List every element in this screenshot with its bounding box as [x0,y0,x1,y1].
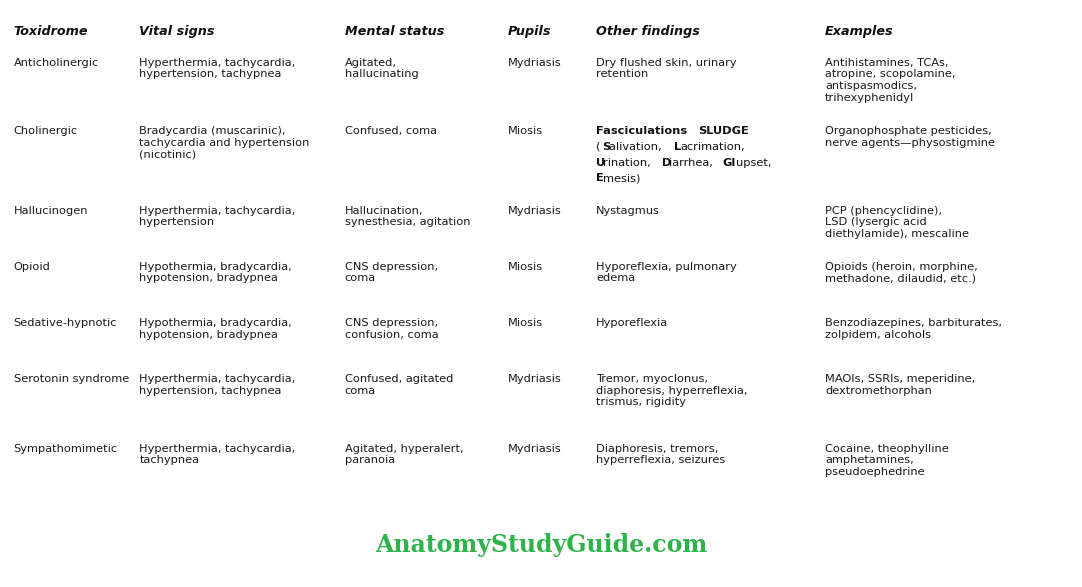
Text: mesis): mesis) [603,173,641,183]
Text: U: U [596,158,605,168]
Text: Hallucinogen: Hallucinogen [14,205,88,215]
Text: Mental status: Mental status [345,25,444,38]
Text: Confused, agitated
coma: Confused, agitated coma [345,374,453,396]
Text: Mydriasis: Mydriasis [507,205,562,215]
Text: PCP (phencyclidine),
LSD (lysergic acid
diethylamide), mescaline: PCP (phencyclidine), LSD (lysergic acid … [824,205,969,239]
Text: Tremor, myoclonus,
diaphoresis, hyperreflexia,
trismus, rigidity: Tremor, myoclonus, diaphoresis, hyperref… [596,374,748,407]
Text: Hyperthermia, tachycardia,
tachypnea: Hyperthermia, tachycardia, tachypnea [140,444,295,465]
Text: Agitated,
hallucinating: Agitated, hallucinating [345,58,419,79]
Text: Hyperthermia, tachycardia,
hypertension: Hyperthermia, tachycardia, hypertension [140,205,295,227]
Text: Miosis: Miosis [507,262,543,272]
Text: Toxidrome: Toxidrome [14,25,88,38]
Text: Anticholinergic: Anticholinergic [14,58,98,68]
Text: D: D [662,158,672,168]
Text: Vital signs: Vital signs [140,25,215,38]
Text: Hyperthermia, tachycardia,
hypertension, tachypnea: Hyperthermia, tachycardia, hypertension,… [140,58,295,79]
Text: Opioid: Opioid [14,262,51,272]
Text: Sedative-hypnotic: Sedative-hypnotic [14,318,117,328]
Text: Cocaine, theophylline
amphetamines,
pseudoephedrine: Cocaine, theophylline amphetamines, pseu… [824,444,949,477]
Text: S: S [602,142,610,152]
Text: Hyporeflexia: Hyporeflexia [596,318,669,328]
Text: Organophosphate pesticides,
nerve agents—physostigmine: Organophosphate pesticides, nerve agents… [824,126,995,148]
Text: Miosis: Miosis [507,318,543,328]
Text: Benzodiazepines, barbiturates,
zolpidem, alcohols: Benzodiazepines, barbiturates, zolpidem,… [824,318,1002,339]
Text: E: E [596,173,604,183]
Text: MAOIs, SSRIs, meperidine,
dextromethorphan: MAOIs, SSRIs, meperidine, dextromethorph… [824,374,975,396]
Text: rination,: rination, [603,158,655,168]
Text: Bradycardia (muscarinic),
tachycardia and hypertension
(nicotinic): Bradycardia (muscarinic), tachycardia an… [140,126,309,160]
Text: Examples: Examples [824,25,894,38]
Text: alivation,: alivation, [609,142,665,152]
Text: Opioids (heroin, morphine,
methadone, dilaudid, etc.): Opioids (heroin, morphine, methadone, di… [824,262,978,284]
Text: iarrhea,: iarrhea, [669,158,716,168]
Text: CNS depression,
confusion, coma: CNS depression, confusion, coma [345,318,438,339]
Text: Miosis: Miosis [507,126,543,136]
Text: Hyporeflexia, pulmonary
edema: Hyporeflexia, pulmonary edema [596,262,737,284]
Text: Hypothermia, bradycardia,
hypotension, bradypnea: Hypothermia, bradycardia, hypotension, b… [140,318,292,339]
Text: Hyperthermia, tachycardia,
hypertension, tachypnea: Hyperthermia, tachycardia, hypertension,… [140,374,295,396]
Text: Mydriasis: Mydriasis [507,374,562,384]
Text: Nystagmus: Nystagmus [596,205,660,215]
Text: Serotonin syndrome: Serotonin syndrome [14,374,129,384]
Text: Hallucination,
synesthesia, agitation: Hallucination, synesthesia, agitation [345,205,471,227]
Text: acrimation,: acrimation, [681,142,745,152]
Text: L: L [674,142,681,152]
Text: Mydriasis: Mydriasis [507,444,562,454]
Text: Hypothermia, bradycardia,
hypotension, bradypnea: Hypothermia, bradycardia, hypotension, b… [140,262,292,284]
Text: Diaphoresis, tremors,
hyperreflexia, seizures: Diaphoresis, tremors, hyperreflexia, sei… [596,444,725,465]
Text: Confused, coma: Confused, coma [345,126,437,136]
Text: Gl: Gl [722,158,736,168]
Text: (: ( [596,142,601,152]
Text: Sympathomimetic: Sympathomimetic [14,444,118,454]
Text: Mydriasis: Mydriasis [507,58,562,68]
Text: Other findings: Other findings [596,25,700,38]
Text: Pupils: Pupils [507,25,551,38]
Text: upset,: upset, [736,158,771,168]
Text: Cholinergic: Cholinergic [14,126,78,136]
Text: Antihistamines, TCAs,
atropine, scopolamine,
antispasmodics,
trihexyphenidyl: Antihistamines, TCAs, atropine, scopolam… [824,58,955,103]
Text: CNS depression,
coma: CNS depression, coma [345,262,438,284]
Text: SLUDGE: SLUDGE [699,126,750,136]
Text: Fasciculations: Fasciculations [596,126,691,136]
Text: Dry flushed skin, urinary
retention: Dry flushed skin, urinary retention [596,58,737,79]
Text: AnatomyStudyGuide.com: AnatomyStudyGuide.com [374,533,708,556]
Text: Agitated, hyperalert,
paranoia: Agitated, hyperalert, paranoia [345,444,463,465]
